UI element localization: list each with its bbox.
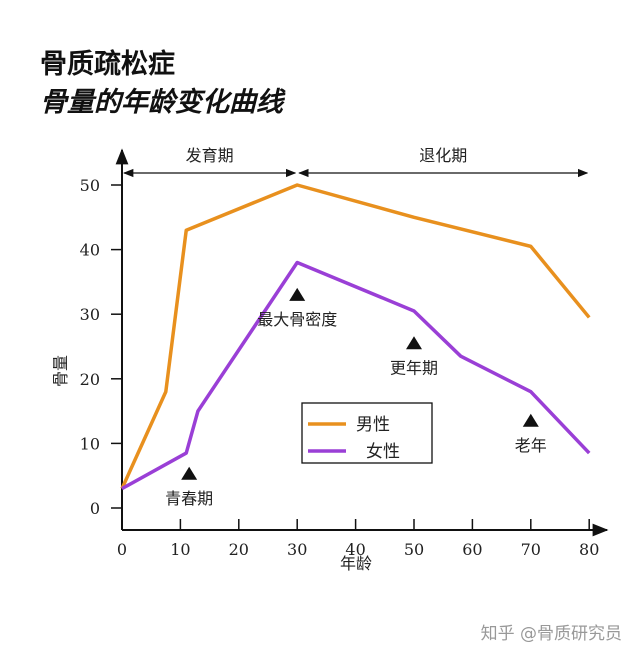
legend-box	[301, 402, 433, 464]
y-tick-label: 10	[80, 434, 100, 453]
annotation-label: 更年期	[390, 358, 438, 377]
triangle-marker-icon	[406, 336, 422, 350]
chart-subtitle: 骨量的年龄变化曲线	[40, 87, 283, 118]
legend-label: 男性	[356, 415, 390, 435]
watermark: 知乎 @骨质研究员	[480, 624, 622, 644]
triangle-marker-icon	[181, 466, 198, 480]
annotation-label: 最大骨密度	[257, 310, 337, 329]
x-tick-label: 10	[170, 540, 190, 559]
y-tick-label: 20	[80, 370, 100, 389]
x-tick-label: 20	[229, 540, 249, 559]
x-tick-label: 30	[287, 540, 307, 559]
y-tick-label: 50	[80, 176, 100, 195]
chart-title: 骨质疏松症	[40, 49, 175, 80]
y-tick-label: 0	[90, 499, 100, 518]
legend-label: 女性	[366, 442, 400, 462]
annotation-label: 老年	[515, 436, 547, 455]
series-line-female	[121, 260, 591, 491]
x-tick-label: 40	[345, 540, 365, 559]
triangle-marker-icon	[522, 413, 539, 427]
x-tick-label: 50	[404, 540, 424, 559]
period-label: 发育期	[186, 146, 234, 165]
annotation-label: 青春期	[165, 489, 213, 508]
series-line-male	[120, 183, 591, 490]
x-tick-label: 70	[521, 540, 541, 559]
y-tick-label: 40	[80, 241, 100, 260]
x-axis-label: 年龄	[340, 554, 372, 573]
triangle-marker-icon	[289, 287, 306, 301]
x-tick-label: 60	[462, 540, 482, 559]
period-label: 退化期	[419, 146, 467, 165]
y-axis-label: 骨量	[51, 355, 70, 387]
y-tick-label: 30	[80, 305, 100, 324]
x-tick-label: 80	[579, 540, 599, 559]
x-tick-label: 0	[117, 540, 127, 559]
